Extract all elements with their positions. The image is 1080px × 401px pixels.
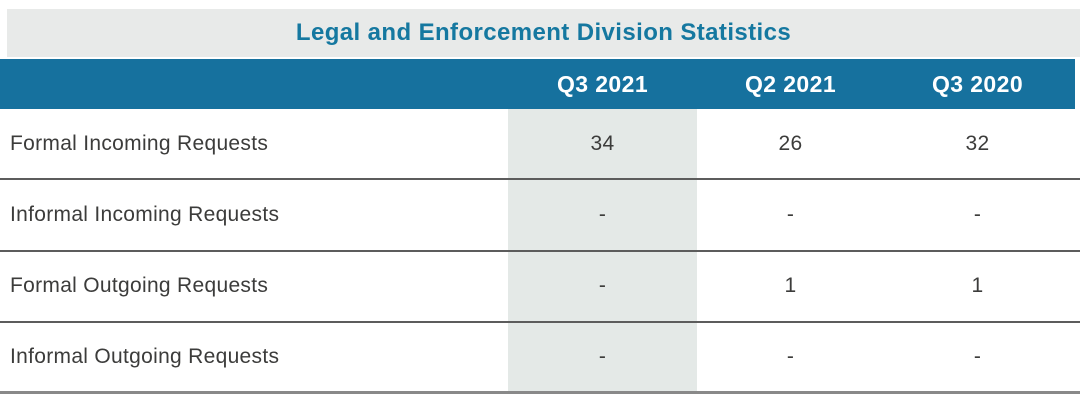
cell-value-q3-2021: - <box>508 251 697 321</box>
table-row-informal-outgoing: Informal Outgoing Requests - - - <box>0 322 1080 394</box>
table-title: Legal and Enforcement Division Statistic… <box>295 19 792 46</box>
row-label: Formal Incoming Requests <box>10 131 269 155</box>
table-body: Formal Incoming Requests 34 26 32 Inform… <box>0 109 1080 394</box>
row-label: Informal Incoming Requests <box>10 202 280 226</box>
table-row-formal-outgoing: Formal Outgoing Requests - 1 1 <box>0 251 1080 323</box>
column-header-q3-2020: Q3 2020 <box>931 70 1024 97</box>
cell-value-q3-2020: - <box>973 344 982 368</box>
table-row-formal-incoming: Formal Incoming Requests 34 26 32 <box>0 109 1080 181</box>
row-label: Informal Outgoing Requests <box>10 344 280 368</box>
cell-value-q3-2020: - <box>973 202 982 226</box>
cell-value-q3-2020: 1 <box>971 274 984 298</box>
cell-value-q2-2021: 1 <box>784 274 797 298</box>
cell-value-q2-2021: 26 <box>778 131 803 155</box>
row-label: Formal Outgoing Requests <box>10 274 269 298</box>
cell-value-q3-2021: - <box>508 180 697 250</box>
table-title-band: Legal and Enforcement Division Statistic… <box>7 9 1080 57</box>
cell-value-q2-2021: - <box>786 202 795 226</box>
table-header-row: Q3 2021 Q2 2021 Q3 2020 <box>0 59 1075 109</box>
table-row-informal-incoming: Informal Incoming Requests - - - <box>0 180 1080 252</box>
column-header-q2-2021: Q2 2021 <box>744 70 837 97</box>
column-header-q3-2021: Q3 2021 <box>556 70 649 97</box>
cell-value-q2-2021: - <box>786 344 795 368</box>
cell-value-q3-2021: 34 <box>508 109 697 179</box>
cell-value-q3-2021: - <box>508 322 697 391</box>
cell-value-q3-2020: 32 <box>965 131 990 155</box>
column-header-spacer <box>0 59 508 109</box>
